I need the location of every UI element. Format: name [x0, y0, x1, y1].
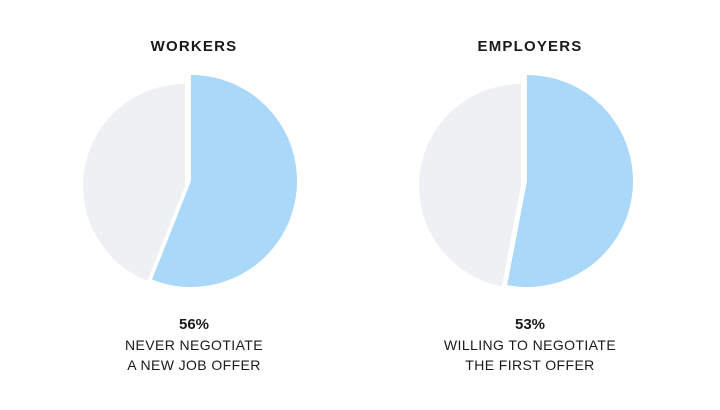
pie-slice-remainder [82, 84, 185, 281]
pie-chart [82, 75, 298, 287]
caption-line: WILLING TO NEGOTIATE [443, 337, 617, 353]
percentage-label: 53% [514, 316, 546, 333]
caption-line: THE FIRST OFFER [465, 357, 595, 373]
caption-line: NEVER NEGOTIATE [125, 337, 263, 353]
chart-title: EMPLOYERS [477, 38, 583, 55]
percentage-label: 56% [178, 316, 210, 333]
caption-line: A NEW JOB OFFER [127, 357, 261, 373]
chart-title: WORKERS [150, 38, 238, 55]
workers-chart: WORKERS 56% NEVER NEGOTIATE A NEW JOB OF… [44, 0, 344, 410]
pie-slice-highlight [151, 75, 298, 287]
pie-chart [418, 75, 633, 287]
pie-slice-remainder [418, 84, 521, 287]
employers-chart: EMPLOYERS 53% WILLING TO NEGOTIATE THE F… [380, 0, 680, 410]
pie-slice-highlight [507, 75, 633, 287]
